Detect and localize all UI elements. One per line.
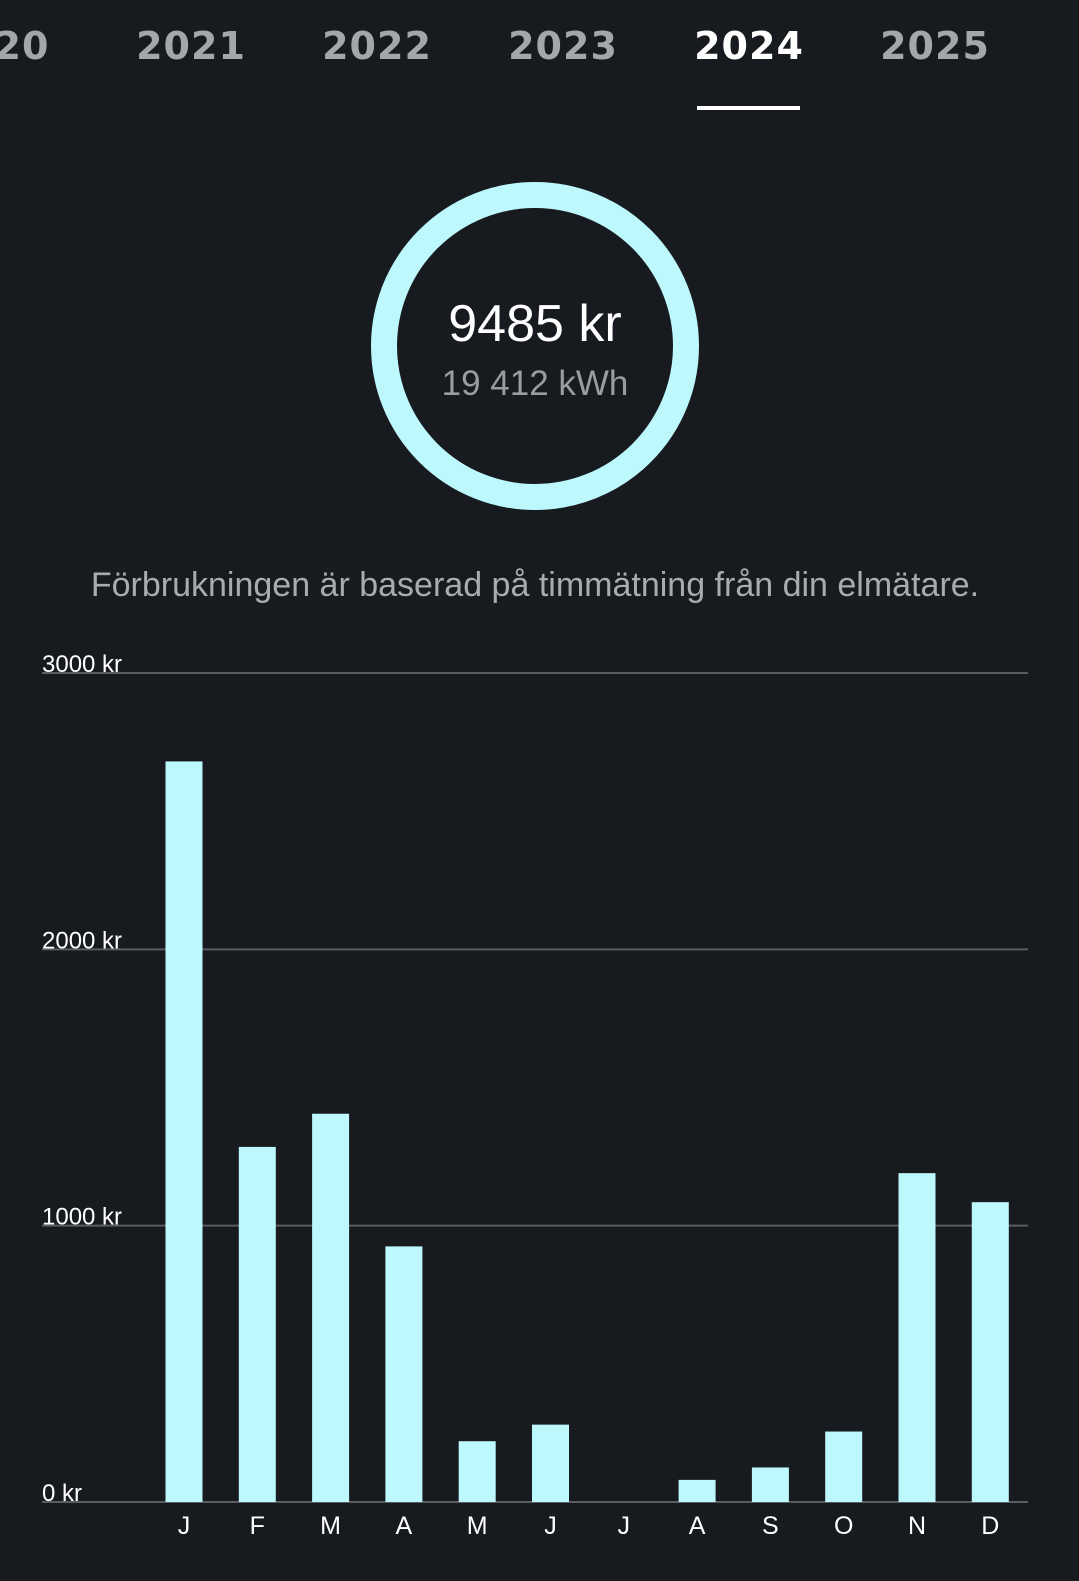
total-energy: 19 412 kWh [441,364,629,403]
tab-2025[interactable]: 2025 [880,24,990,68]
bar-month-12[interactable] [971,1202,1009,1502]
y-tick-label: 0 kr [42,1480,82,1507]
y-tick-label: 3000 kr [42,651,122,678]
bar-month-11[interactable] [898,1173,936,1502]
x-tick-label: M [467,1512,488,1540]
x-tick-label: A [689,1512,706,1540]
x-tick-label: F [250,1512,265,1540]
tab-2023[interactable]: 2023 [508,24,618,68]
ring-circle [371,182,699,510]
consumption-info-text: Förbrukningen är baserad på timmätning f… [90,566,980,604]
x-tick-label: D [981,1512,999,1540]
x-tick-label: N [908,1512,926,1540]
ring-graphic [371,182,699,510]
tab-2022[interactable]: 2022 [322,24,432,68]
bar-month-9[interactable] [751,1467,789,1502]
x-tick-label: A [396,1512,413,1540]
bar-month-2[interactable] [238,1146,276,1502]
x-tick-label: S [762,1512,779,1540]
bar-month-6[interactable] [532,1424,569,1502]
x-tick-label: M [320,1512,341,1540]
bar-month-5[interactable] [458,1441,496,1502]
bar-month-8[interactable] [678,1479,716,1502]
tab-2021[interactable]: 2021 [136,24,246,68]
y-tick-label: 2000 kr [42,927,122,954]
tab-2020[interactable]: 20 [0,24,50,68]
monthly-cost-chart: 0 kr 1000 kr 2000 kr 3000 kr J F M A M J J A S O N D [42,651,1028,1540]
selected-tab-indicator [697,106,800,110]
bar-month-10[interactable] [825,1431,863,1502]
year-tabs: 20 2021 2022 2023 2024 2025 [0,0,1079,120]
summary-ring: 9485 kr 19 412 kWh [371,182,699,510]
x-tick-label: J [178,1512,191,1540]
x-tick-label: J [544,1512,557,1540]
bar-month-1[interactable] [165,761,203,1502]
x-tick-label: O [834,1512,853,1540]
bar-month-4[interactable] [385,1246,423,1502]
total-amount: 9485 kr [448,295,622,353]
tab-2024[interactable]: 2024 [694,24,804,68]
y-tick-label: 1000 kr [42,1204,122,1231]
x-tick-label: J [618,1512,631,1540]
bar-month-3[interactable] [312,1113,350,1502]
